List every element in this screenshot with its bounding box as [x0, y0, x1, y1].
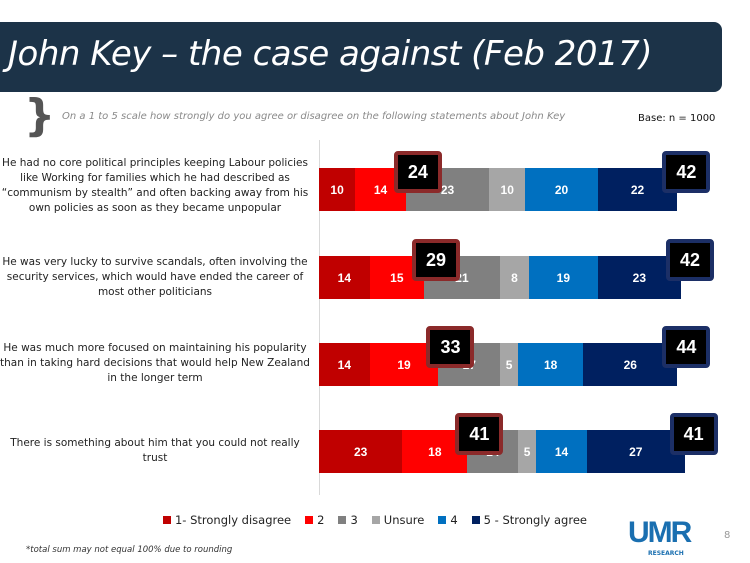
bar-segment: 26	[583, 343, 678, 386]
bar-segment: 5	[518, 430, 537, 473]
page-title: John Key – the case against (Feb 2017)	[8, 34, 653, 74]
disagree-total-callout: 29	[411, 239, 460, 281]
statement-label: There is something about him that you co…	[10, 437, 300, 464]
bar-segment: 19	[528, 256, 598, 299]
bar-segment: 5	[500, 343, 519, 386]
legend-label: 4	[450, 513, 458, 527]
legend-label: 5 - Strongly agree	[483, 513, 587, 527]
legend-swatch	[438, 516, 447, 524]
bar-segment: 20	[525, 168, 598, 211]
bar-segment: 27	[586, 430, 685, 473]
disagree-total-callout: 41	[455, 413, 504, 455]
bar-segment: 14	[319, 256, 370, 299]
agree-total-callout: 44	[662, 326, 711, 368]
disagree-total-callout: 24	[393, 151, 442, 193]
question-text: On a 1 to 5 scale how strongly do you ag…	[62, 111, 566, 122]
legend-item: 3	[338, 513, 358, 527]
agree-total-callout: 42	[666, 239, 714, 281]
bar-segment: 23	[319, 430, 403, 473]
legend-swatch	[338, 516, 347, 524]
bar-segment: 18	[518, 343, 584, 386]
agree-total-callout: 41	[669, 413, 718, 455]
legend-label: 1- Strongly disagree	[174, 513, 292, 527]
footnote: *total sum may not equal 100% due to rou…	[26, 545, 233, 555]
legend-item: 1- Strongly disagree	[162, 513, 292, 527]
legend-label: 3	[350, 513, 358, 527]
axis-line	[319, 140, 320, 495]
legend-swatch	[162, 516, 171, 524]
legend-swatch	[305, 516, 314, 524]
legend-label: Unsure	[383, 513, 425, 527]
legend-item: 4	[438, 513, 458, 527]
page-number: 8	[724, 530, 731, 541]
bar-segment: 14	[536, 430, 587, 473]
legend-swatch	[471, 516, 480, 524]
bar-segment: 14	[319, 343, 370, 386]
umr-logo: UMR	[628, 516, 692, 549]
brace-icon: }	[24, 90, 56, 141]
bar-segment: 10	[319, 168, 356, 211]
statement-label: He had no core political principles keep…	[1, 157, 309, 214]
disagree-total-callout: 33	[426, 326, 475, 368]
legend-item: 2	[305, 513, 324, 527]
bar-segment: 8	[500, 256, 529, 299]
base-size: Base: n = 1000	[638, 113, 716, 124]
statement-label: He was much more focused on maintaining …	[0, 342, 310, 384]
agree-total-callout: 42	[662, 151, 711, 193]
legend-swatch	[371, 516, 380, 524]
legend: 1- Strongly disagree 2 3 Unsure 4 5 - Strongl…	[0, 513, 750, 527]
legend-item: 5 - Strongly agree	[471, 513, 587, 527]
statement-label: He was very lucky to survive scandals, o…	[2, 256, 308, 298]
legend-item: Unsure	[371, 513, 425, 527]
bar-segment: 10	[489, 168, 526, 211]
legend-label: 2	[317, 513, 325, 527]
umr-logo-subtext: RESEARCH	[648, 550, 684, 557]
title-banner: John Key – the case against (Feb 2017)	[0, 22, 722, 92]
